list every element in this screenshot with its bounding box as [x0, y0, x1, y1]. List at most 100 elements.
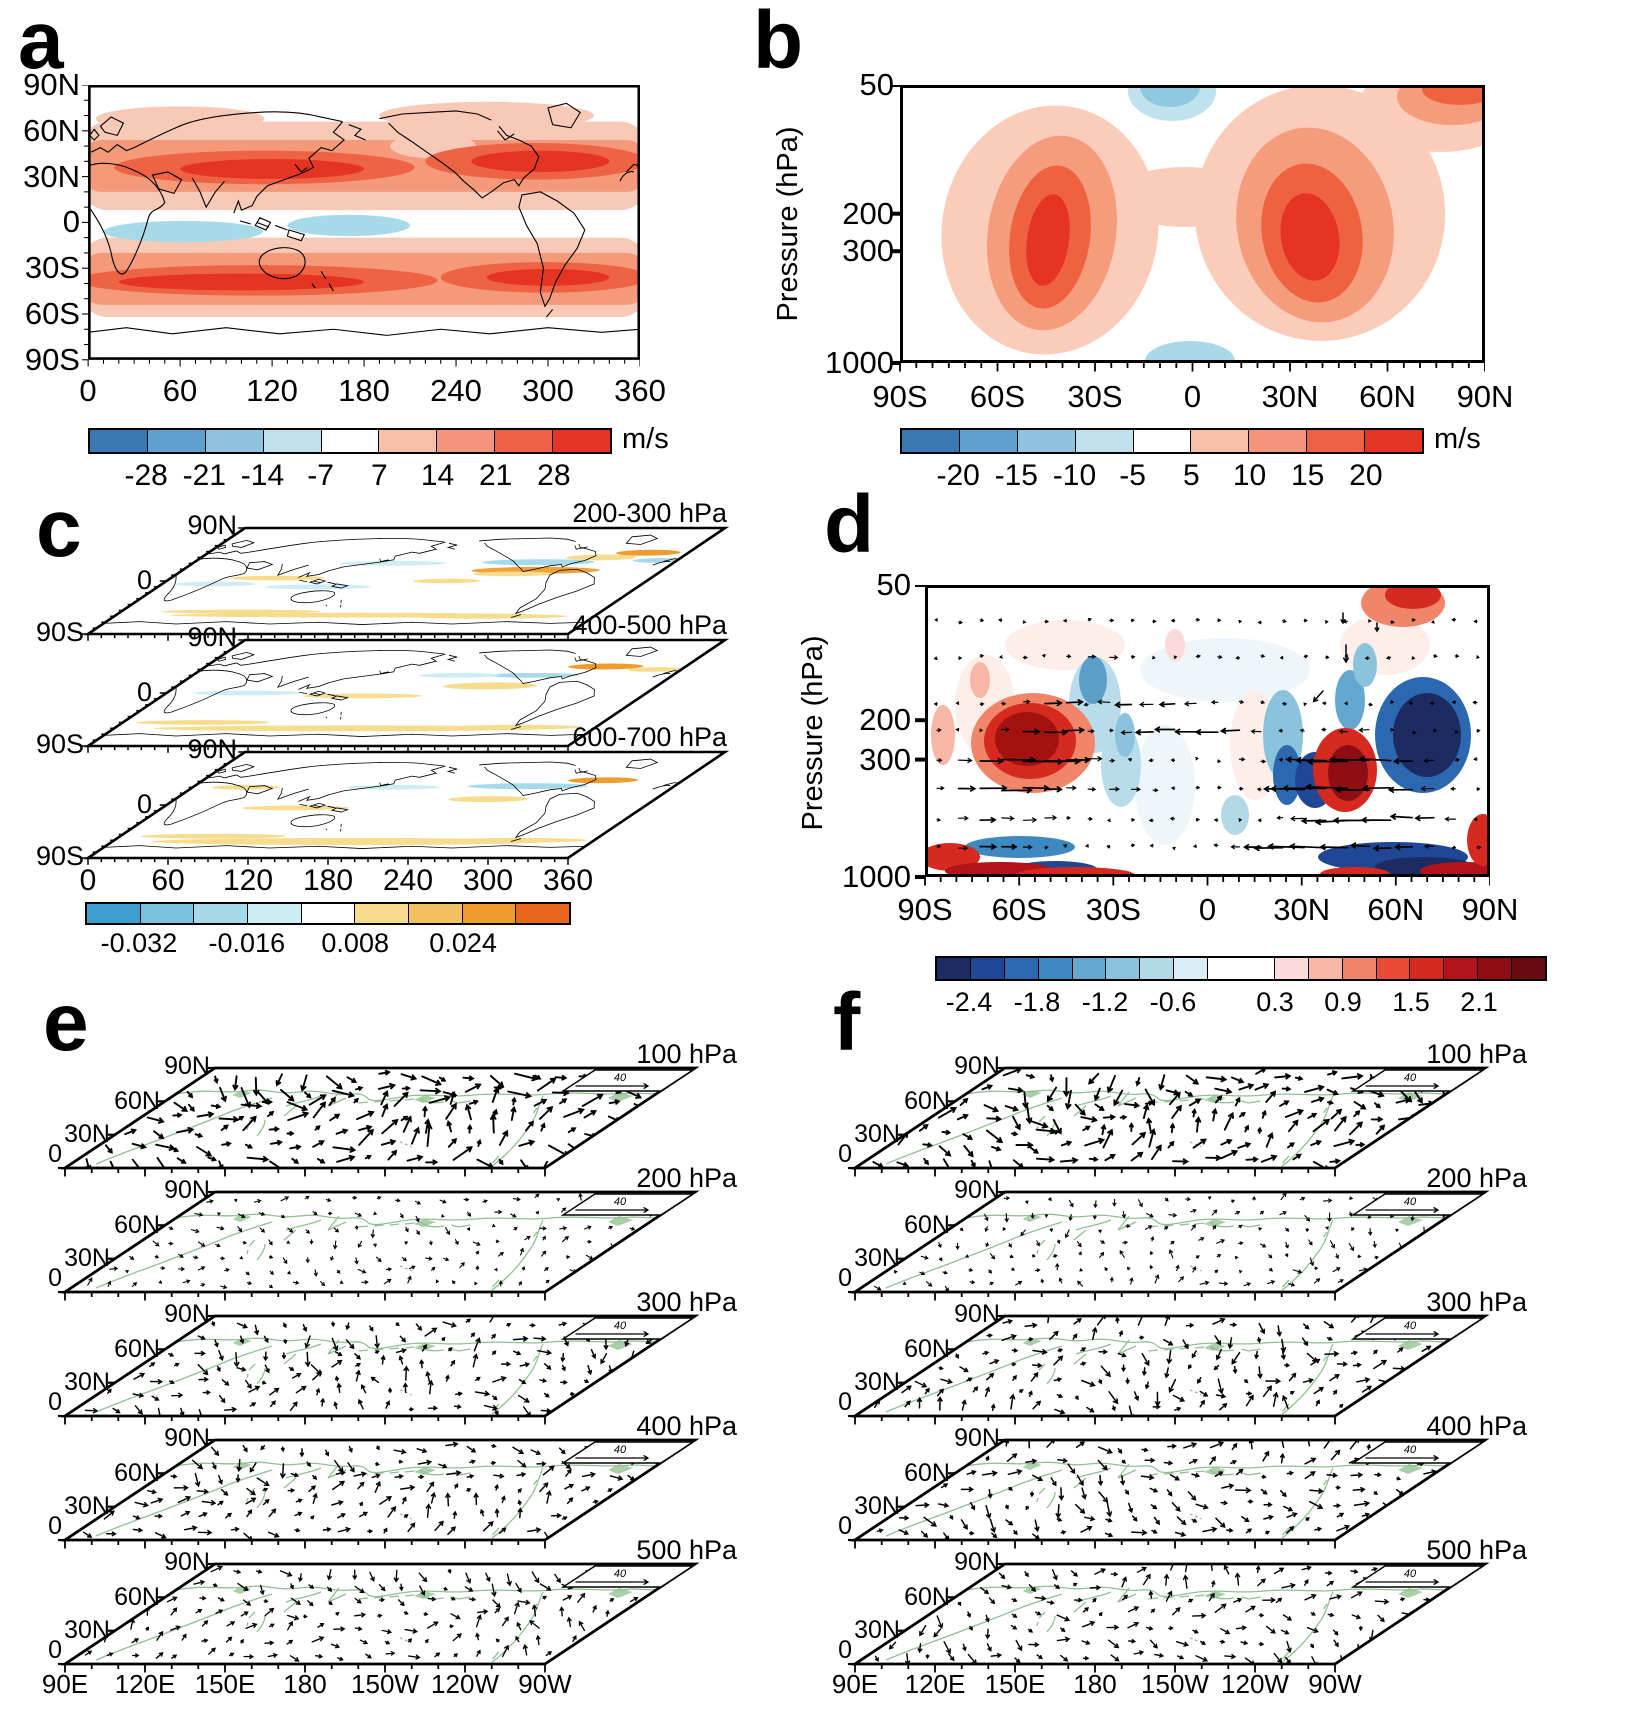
e-lat-tick-90n: 90N — [164, 1424, 210, 1452]
panel-f-layer-maps: 40 40 40 40 40 — [848, 1066, 1490, 1673]
b-y-tick: 300 — [842, 233, 894, 269]
colorbar-d-segment — [1207, 958, 1274, 979]
colorbar-c-label: 0.008 — [321, 928, 389, 958]
colorbar-d-segment — [1105, 958, 1140, 979]
colorbar-c-segment — [408, 904, 462, 923]
c-x-tick: 60 — [151, 864, 185, 897]
c-x-tick: 300 — [462, 864, 514, 897]
colorbar-a-label: -28 — [124, 459, 168, 492]
colorbar-d-segment — [1409, 958, 1444, 979]
colorbar-d-segment — [1341, 958, 1376, 979]
colorbar-d-label: -1.2 — [1081, 987, 1129, 1017]
a-y-tick: 60S — [24, 296, 80, 332]
e-lat-tick-90n: 90N — [164, 1300, 210, 1328]
a-y-tick: 0 — [62, 204, 80, 240]
panel-d-letter: d — [824, 479, 875, 570]
a-x-tick: 300 — [522, 373, 574, 408]
e-lat-tick-90n: 90N — [164, 1176, 210, 1204]
colorbar-d-segment — [1273, 958, 1308, 979]
a-y-tick: 90N — [23, 67, 80, 102]
colorbar-d-label: 0.9 — [1324, 987, 1362, 1017]
e-x-tick: 90W — [518, 1669, 572, 1699]
c-lat-tick-90n: 90N — [187, 734, 237, 764]
e-lat-tick-60n: 60N — [114, 1335, 160, 1363]
d-x-tick: 90S — [897, 892, 953, 927]
f-lat-tick-30n: 30N — [854, 1616, 900, 1644]
e-lat-tick-30n: 30N — [64, 1368, 110, 1396]
e-ref-vector-label: 40 — [614, 1568, 627, 1580]
colorbar-b-segment — [1074, 430, 1133, 452]
colorbar-b-label: -15 — [994, 459, 1038, 492]
f-layer-title: 400 hPa — [1426, 1411, 1527, 1441]
a-colorbar-unit: m/s — [622, 423, 669, 455]
e-x-tick: 120W — [431, 1669, 499, 1699]
colorbar-a-label: -7 — [307, 459, 334, 492]
colorbar-b-segment — [1364, 430, 1423, 452]
c-lat-tick-90n: 90N — [187, 510, 237, 540]
colorbar-c-segment — [87, 904, 140, 923]
colorbar-d-segment — [1003, 958, 1038, 979]
e-lat-tick-0: 0 — [48, 1388, 62, 1416]
f-ref-vector-label: 40 — [1404, 1444, 1417, 1456]
b-x-tick: 60N — [1359, 379, 1416, 414]
d-x-tick: 60N — [1367, 892, 1425, 927]
colorbar-d-segment — [1477, 958, 1512, 979]
colorbar-a-label: 28 — [537, 459, 571, 492]
colorbar-a-label: -21 — [182, 459, 226, 492]
c-layer-title: 600-700 hPa — [572, 722, 727, 752]
colorbar-c-segment — [461, 904, 516, 923]
colorbar-d-segment — [1443, 958, 1478, 979]
e-layer-title: 200 hPa — [636, 1163, 737, 1193]
e-lat-tick-60n: 60N — [114, 1211, 160, 1239]
colorbar-a-segment — [378, 430, 437, 452]
c-x-tick: 180 — [302, 864, 354, 897]
f-lat-tick-0: 0 — [838, 1140, 852, 1168]
f-lat-tick-0: 0 — [838, 1388, 852, 1416]
f-x-tick: 90E — [831, 1669, 879, 1699]
panel-d-cross-section — [915, 585, 1490, 886]
e-layer-title: 500 hPa — [636, 1535, 737, 1565]
e-x-tick: 180 — [283, 1669, 327, 1699]
f-lat-tick-30n: 30N — [854, 1244, 900, 1272]
panel-c-layer-maps — [81, 526, 730, 865]
c-lat-tick-90s: 90S — [35, 617, 84, 647]
f-ref-vector-label: 40 — [1404, 1320, 1417, 1332]
colorbar-d-segment — [1037, 958, 1072, 979]
e-ref-vector-label: 40 — [614, 1444, 627, 1456]
a-x-tick: 120 — [246, 373, 298, 408]
a-x-tick: 180 — [338, 373, 390, 408]
f-lat-tick-0: 0 — [838, 1264, 852, 1292]
colorbar-d — [935, 956, 1547, 981]
e-ref-vector-label: 40 — [614, 1196, 627, 1208]
a-y-tick: 60N — [23, 112, 80, 148]
colorbar-b-label: -20 — [936, 459, 980, 492]
e-lat-tick-90n: 90N — [164, 1052, 210, 1080]
colorbar-b-segment — [902, 430, 959, 452]
c-lat-tick-90s: 90S — [35, 729, 84, 759]
colorbar-a-segment — [436, 430, 495, 452]
colorbar-b-segment — [1016, 430, 1075, 452]
a-x-tick: 60 — [162, 373, 198, 408]
f-lat-tick-90n: 90N — [954, 1300, 1000, 1328]
f-layer-title: 500 hPa — [1426, 1535, 1527, 1565]
panel-b-letter: b — [753, 0, 804, 86]
c-lat-tick-0: 0 — [136, 677, 152, 707]
c-layer-title: 200-300 hPa — [572, 498, 727, 528]
colorbar-b-segment — [1132, 430, 1191, 452]
e-lat-tick-30n: 30N — [64, 1244, 110, 1272]
b-colorbar-unit: m/s — [1434, 423, 1481, 455]
panel-c-letter: c — [36, 483, 82, 574]
c-x-tick: 120 — [222, 864, 274, 897]
e-lat-tick-0: 0 — [48, 1264, 62, 1292]
colorbar-c-segment — [193, 904, 248, 923]
f-lat-tick-0: 0 — [838, 1512, 852, 1540]
e-x-tick: 90E — [41, 1669, 89, 1699]
f-ref-vector-label: 40 — [1404, 1196, 1417, 1208]
colorbar-b-label: -10 — [1052, 459, 1097, 492]
colorbar-d-segment — [1173, 958, 1208, 979]
d-x-tick: 90N — [1461, 892, 1519, 927]
e-lat-tick-60n: 60N — [114, 1583, 160, 1611]
panel-f-letter: f — [833, 977, 861, 1068]
colorbar-d-segment — [937, 958, 970, 979]
c-x-tick: 0 — [79, 864, 97, 897]
